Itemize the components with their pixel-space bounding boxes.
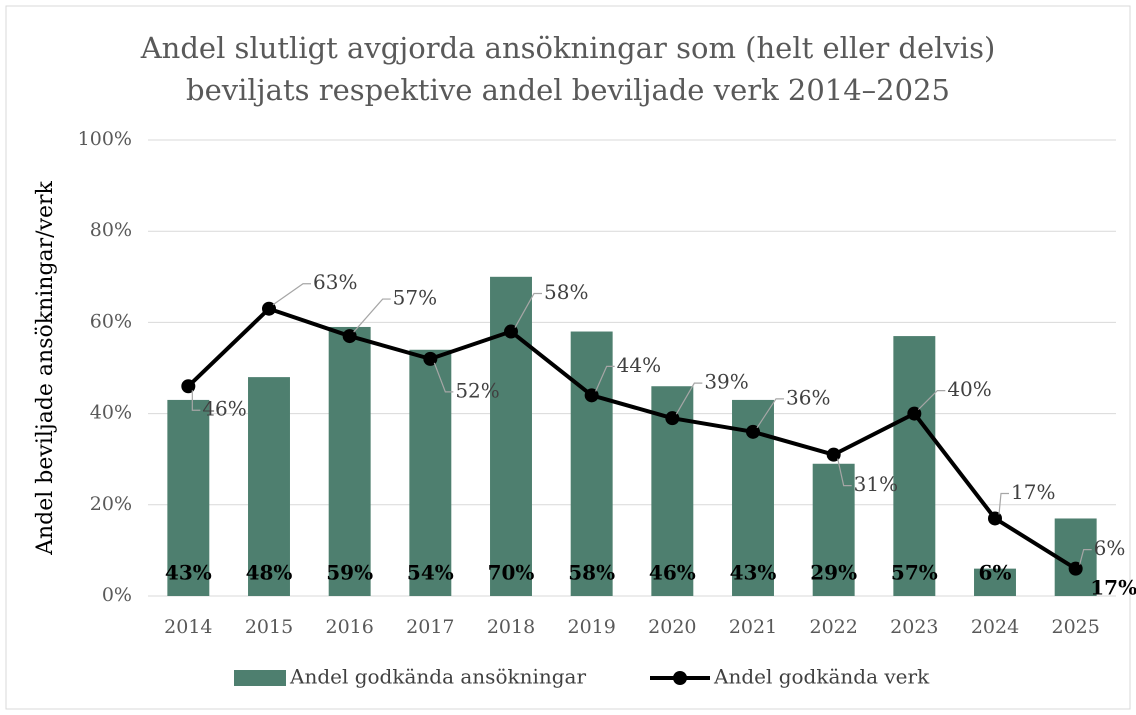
line-value-label: 63% [313, 270, 357, 294]
line-marker [665, 411, 680, 426]
line-value-label: 57% [393, 286, 437, 310]
bar [974, 568, 1016, 596]
bar-value-label: 43% [730, 561, 777, 585]
leader-line [917, 390, 946, 411]
line-value-label: 58% [544, 280, 588, 304]
x-tick-label: 2020 [648, 616, 696, 638]
bar-value-label: 17% [1090, 576, 1136, 600]
leader-line [433, 362, 454, 393]
y-tick-label: 100% [78, 128, 132, 150]
bar-value-label: 29% [810, 561, 857, 585]
bar-value-label: 70% [488, 561, 535, 585]
x-tick-label: 2015 [245, 616, 293, 638]
line [186, 306, 1077, 571]
legend-label: Andel godkända ansökningar [289, 665, 586, 689]
bar-value-label: 57% [891, 561, 938, 585]
line-marker [1068, 561, 1083, 576]
bar-value-label: 54% [407, 561, 454, 585]
x-tick-label: 2021 [729, 616, 777, 638]
leader-line [353, 298, 391, 333]
x-tick-label: 2016 [325, 616, 373, 638]
line-value-label: 31% [854, 472, 898, 496]
bar [570, 331, 613, 596]
leader-line [675, 382, 703, 415]
y-tick-label: 60% [90, 310, 132, 332]
x-tick-label: 2024 [971, 616, 1019, 638]
y-tick-label: 20% [90, 493, 132, 515]
leader-line [1079, 549, 1092, 565]
line-marker [504, 324, 518, 339]
bar [893, 336, 936, 596]
line-value-label: 46% [202, 397, 246, 421]
line-marker [262, 301, 276, 316]
line-marker [584, 388, 599, 403]
leader-line [272, 283, 311, 306]
leader-line [998, 492, 1009, 515]
leader-line [514, 292, 542, 328]
bar [409, 349, 452, 596]
line-marker [826, 447, 841, 462]
legend-label: Andel godkända verk [713, 665, 930, 689]
line-marker [423, 351, 438, 366]
line-value-label: 52% [455, 378, 499, 402]
line-value-label: 6% [1094, 536, 1126, 560]
line-marker [907, 406, 922, 421]
leader-line [837, 458, 852, 487]
line-marker [746, 424, 760, 439]
y-tick-label: 40% [90, 402, 132, 424]
bar [1054, 518, 1097, 596]
line-value-label: 40% [947, 377, 991, 401]
bar-value-label: 6% [979, 561, 1012, 585]
bar-value-label: 43% [165, 561, 212, 585]
line-value-label: 39% [704, 370, 748, 394]
chart-title: Andel slutligt avgjorda ansökningar som … [140, 31, 996, 65]
x-tick-label: 2023 [890, 616, 938, 638]
bar-value-label: 59% [326, 561, 373, 585]
line-marker [181, 379, 196, 394]
y-axis-title: Andel beviljade ansökningar/verk [33, 180, 58, 555]
x-tick-label: 2019 [567, 616, 615, 638]
bar-value-label: 46% [649, 561, 696, 585]
bar [248, 377, 290, 596]
leader-line [595, 365, 615, 392]
line-value-label: 36% [786, 385, 830, 409]
leader-line [191, 390, 201, 411]
bar [328, 326, 371, 596]
chart-border [5, 5, 1131, 710]
x-tick-label: 2014 [164, 616, 212, 638]
x-tick-label: 2025 [1051, 616, 1099, 638]
legend-swatch [673, 671, 687, 685]
line-marker [988, 511, 1002, 526]
line-value-label: 44% [617, 353, 661, 377]
bar [167, 399, 210, 596]
x-tick-label: 2018 [487, 616, 535, 638]
line-marker [342, 329, 357, 344]
leader-line [756, 398, 784, 429]
x-tick-label: 2022 [809, 616, 857, 638]
legend-swatch [234, 670, 286, 686]
chart-title: beviljats respektive andel beviljade ver… [186, 73, 950, 107]
y-tick-label: 0% [102, 584, 132, 606]
bar-value-label: 48% [246, 561, 293, 585]
bar-value-label: 58% [568, 561, 615, 585]
y-tick-label: 80% [90, 219, 132, 241]
line-value-label: 17% [1011, 480, 1055, 504]
x-tick-label: 2017 [406, 616, 454, 638]
